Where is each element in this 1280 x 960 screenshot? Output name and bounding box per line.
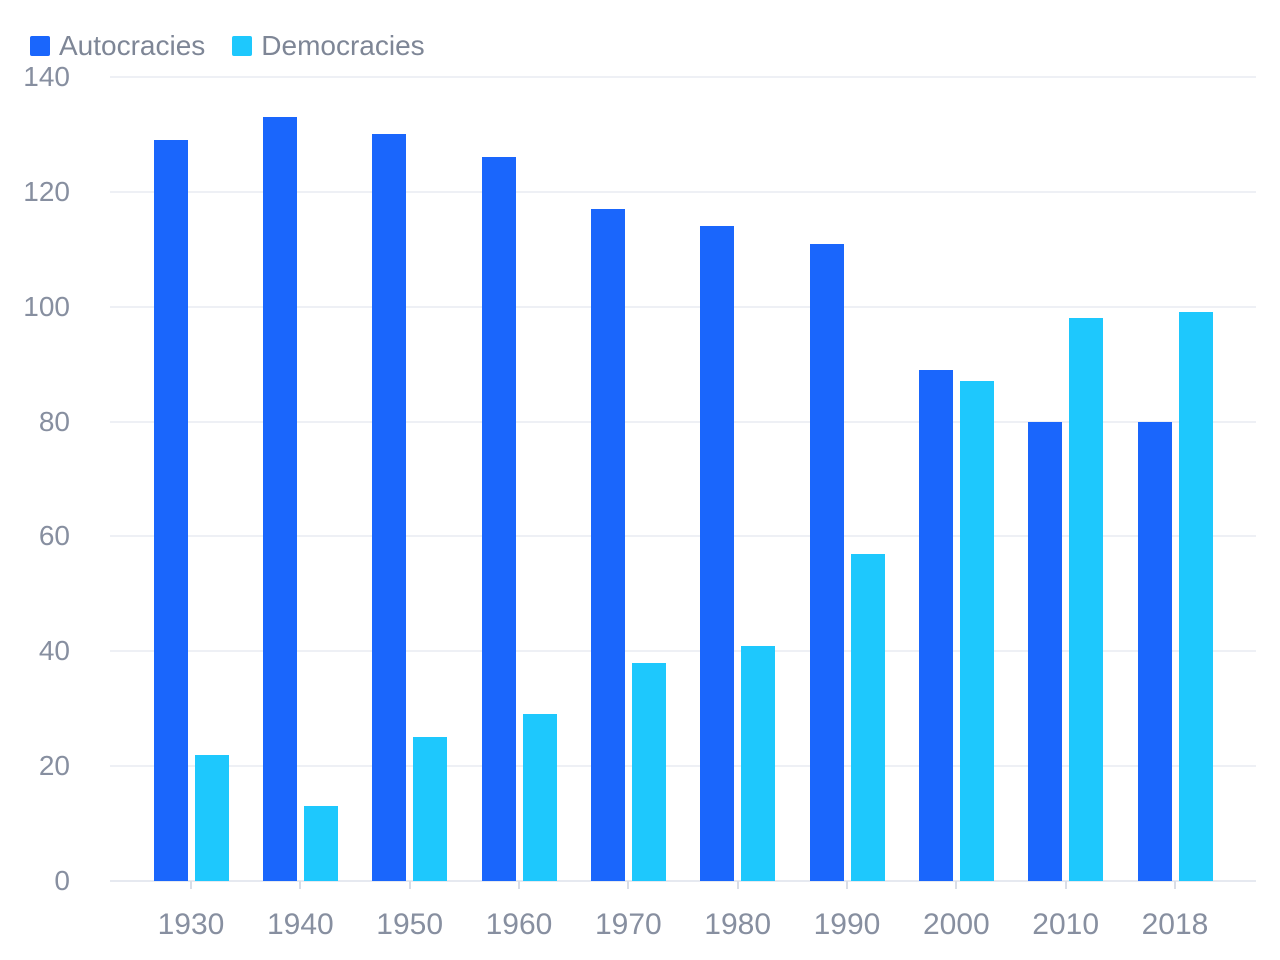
bar-autocracies-2000: [918, 369, 953, 881]
legend-label-democracies: Democracies: [261, 30, 425, 61]
axis-tick-1930: [190, 881, 192, 889]
x-axis-label-1950: 1950: [376, 908, 444, 941]
bar-autocracies-1970: [590, 209, 625, 881]
axis-tick-2018: [1174, 881, 1176, 889]
bar-autocracies-1980: [700, 226, 735, 881]
axis-tick-1970: [627, 881, 630, 889]
bar-autocracies-2018: [1137, 421, 1172, 881]
axis-tick-2000: [955, 881, 958, 889]
x-axis-label-1990: 1990: [813, 908, 881, 941]
x-axis-label-1970: 1970: [594, 908, 662, 941]
gridline-140: [110, 76, 1256, 78]
x-axis-label-2010: 2010: [1032, 908, 1100, 941]
x-axis-label-1930: 1930: [157, 908, 225, 941]
bar-democracies-2000: [959, 381, 994, 881]
axis-tick-1990: [846, 881, 848, 889]
gridline-120: [110, 190, 1256, 193]
bar-democracies-1980: [741, 645, 776, 881]
gridline-100: [110, 305, 1256, 308]
axis-tick-1940: [299, 881, 302, 889]
axis-tick-1980: [736, 881, 739, 889]
bar-democracies-1930: [194, 754, 229, 881]
x-axis-label-1980: 1980: [704, 908, 772, 941]
legend-label-autocracies: Autocracies: [59, 30, 206, 61]
y-axis-label-20: 20: [38, 750, 70, 782]
bar-autocracies-1950: [372, 134, 407, 881]
y-axis-label-0: 0: [54, 865, 70, 896]
y-axis-label-60: 60: [38, 520, 70, 552]
gridline-80: [110, 420, 1256, 423]
bar-autocracies-1960: [481, 157, 516, 881]
bar-autocracies-1930: [153, 140, 188, 881]
x-axis-label-1940: 1940: [266, 908, 334, 941]
y-axis-label-140: 140: [23, 61, 70, 92]
x-axis-label-1960: 1960: [485, 908, 553, 941]
bar-democracies-2010: [1069, 318, 1104, 881]
bar-autocracies-1940: [262, 117, 297, 881]
y-axis-label-120: 120: [23, 175, 70, 207]
bar-democracies-2018: [1178, 312, 1213, 881]
gridline-20: [110, 765, 1256, 768]
axis-tick-1950: [408, 881, 411, 889]
x-axis-label-2000: 2000: [922, 908, 990, 941]
gridline-60: [110, 535, 1256, 538]
chart-legend: Autocracies Democracies: [30, 30, 425, 62]
bar-democracies-1970: [631, 662, 666, 881]
democracies-swatch: [232, 36, 253, 56]
legend-item-democracies: Democracies: [232, 30, 425, 62]
bar-democracies-1960: [522, 714, 557, 881]
gridline-0: [110, 880, 1256, 882]
axis-tick-1960: [518, 881, 520, 889]
bar-democracies-1990: [850, 553, 885, 881]
axis-tick-2010: [1064, 881, 1067, 889]
bar-autocracies-1990: [809, 243, 844, 881]
legend-item-autocracies: Autocracies: [30, 30, 205, 62]
autocracies-swatch: [30, 36, 50, 56]
x-axis-label-2018: 2018: [1141, 908, 1209, 941]
bar-democracies-1950: [413, 737, 448, 881]
y-axis-label-80: 80: [38, 405, 70, 437]
gridline-40: [110, 650, 1256, 653]
y-axis-label-100: 100: [23, 290, 70, 322]
y-axis-label-40: 40: [38, 635, 70, 667]
bar-democracies-1940: [303, 806, 338, 881]
bar-autocracies-2010: [1028, 421, 1063, 881]
